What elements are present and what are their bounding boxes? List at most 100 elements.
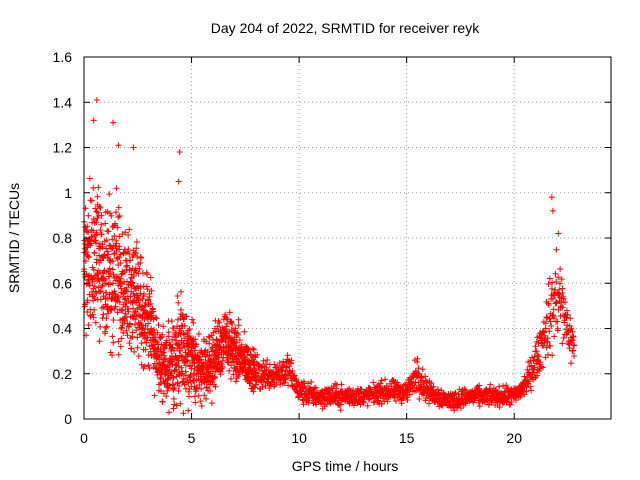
data-point (109, 333, 116, 340)
data-point (191, 347, 198, 354)
data-point (128, 345, 135, 352)
data-point (103, 245, 110, 252)
data-point (550, 314, 557, 321)
data-point (476, 382, 483, 389)
data-point (89, 233, 96, 240)
data-point (559, 304, 566, 311)
data-point (255, 372, 262, 379)
data-point (90, 117, 97, 124)
data-point (84, 297, 91, 304)
data-point (113, 185, 120, 192)
data-point (173, 402, 180, 409)
data-point (208, 400, 215, 407)
data-point (546, 275, 553, 282)
data-point (382, 376, 389, 383)
data-point (174, 293, 181, 300)
data-point (109, 266, 116, 273)
data-point (197, 398, 204, 405)
data-point (90, 266, 97, 273)
data-point (513, 397, 520, 404)
data-point (527, 383, 534, 390)
data-point (201, 392, 208, 399)
data-point (144, 334, 151, 341)
data-point (106, 273, 113, 280)
data-point (97, 288, 104, 295)
data-point (135, 353, 142, 360)
data-point (133, 245, 140, 252)
data-point (422, 373, 429, 380)
data-point (137, 297, 144, 304)
data-point (191, 393, 198, 400)
data-point (138, 361, 145, 368)
data-point (99, 283, 106, 290)
data-point (170, 405, 177, 412)
data-point (101, 252, 108, 259)
data-point (159, 398, 166, 405)
data-point (126, 250, 133, 257)
data-point (534, 352, 541, 359)
data-point (545, 302, 552, 309)
data-point (113, 209, 120, 216)
data-point (195, 330, 202, 337)
data-point (268, 381, 275, 388)
data-point (97, 227, 104, 234)
data-point (96, 338, 103, 345)
x-axis-label: GPS time / hours (292, 458, 399, 474)
x-tick-label: 0 (80, 430, 88, 446)
data-point (308, 378, 315, 385)
data-point (289, 368, 296, 375)
data-point (568, 360, 575, 367)
data-point (179, 370, 186, 377)
data-point (160, 345, 167, 352)
data-point (185, 407, 192, 414)
data-point (532, 343, 539, 350)
data-point (527, 358, 534, 365)
data-point (192, 399, 199, 406)
data-point (544, 351, 551, 358)
data-point (531, 369, 538, 376)
data-point (552, 270, 559, 277)
data-point (262, 383, 269, 389)
data-point (188, 365, 195, 372)
data-point (93, 256, 100, 263)
data-point (121, 296, 128, 303)
data-point (528, 387, 535, 394)
data-point (172, 361, 179, 368)
data-point (542, 325, 549, 332)
data-point (562, 298, 569, 305)
data-point (117, 275, 124, 282)
data-point (172, 366, 179, 373)
data-point (181, 322, 188, 329)
data-point (549, 295, 556, 302)
data-point (116, 212, 123, 219)
data-point (112, 220, 119, 227)
data-point (193, 385, 200, 392)
data-point (172, 333, 179, 340)
data-point (170, 325, 177, 332)
data-point (133, 239, 140, 246)
data-point (144, 286, 151, 293)
data-point (148, 309, 155, 316)
data-point (232, 378, 239, 385)
data-point (124, 262, 131, 269)
data-point (96, 278, 103, 285)
y-tick-label: 1.2 (53, 140, 73, 156)
data-point (192, 388, 199, 395)
data-point (223, 323, 230, 330)
data-point (152, 350, 159, 357)
data-point (211, 348, 218, 355)
data-point (106, 281, 113, 288)
data-point (124, 332, 131, 339)
data-point (165, 333, 172, 340)
data-point (406, 391, 413, 398)
data-point (566, 345, 573, 352)
data-point (451, 407, 458, 414)
data-point (487, 381, 494, 388)
data-point (130, 144, 137, 151)
data-point (136, 266, 143, 273)
data-point (207, 387, 214, 394)
data-point (248, 377, 255, 384)
data-point (551, 292, 558, 299)
data-point (123, 327, 130, 334)
